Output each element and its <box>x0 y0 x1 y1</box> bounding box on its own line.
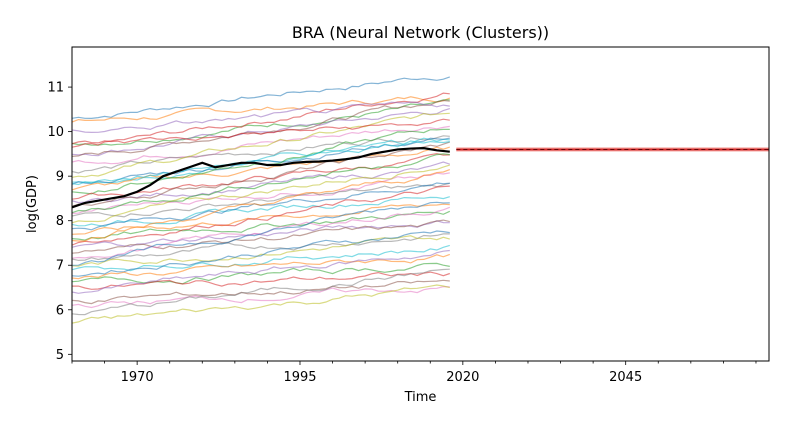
background-series-line <box>72 112 450 178</box>
background-series-line <box>72 125 450 165</box>
background-series-line <box>72 135 450 174</box>
background-series-line <box>72 279 450 305</box>
plot-frame <box>71 46 770 362</box>
x-tick-label: 2045 <box>609 370 642 385</box>
x-tick-label: 2020 <box>446 370 479 385</box>
background-series-line <box>72 153 450 214</box>
background-series-group <box>72 76 451 324</box>
background-series-line <box>72 99 450 146</box>
background-series-line <box>72 96 451 123</box>
y-tick-label: 10 <box>47 125 64 140</box>
forecast-group <box>456 147 769 152</box>
background-series-line <box>72 271 450 290</box>
chart-title: BRA (Neural Network (Clusters)) <box>292 23 549 42</box>
x-axis-label: Time <box>404 390 437 405</box>
background-series-line <box>72 262 450 285</box>
background-series-line <box>72 268 450 316</box>
y-tick-label: 9 <box>56 170 64 185</box>
background-series-line <box>72 101 450 134</box>
y-axis: 5 6 7 8 9 10 11 <box>47 81 72 363</box>
y-tick-label: 7 <box>56 259 64 274</box>
background-series-line <box>72 253 451 280</box>
target-group <box>72 147 450 209</box>
background-series-line <box>72 201 450 266</box>
background-series-line <box>72 196 450 228</box>
background-series-line <box>72 284 450 324</box>
background-series-line <box>72 210 451 241</box>
x-axis: 1970 1995 2020 2045 <box>71 361 757 385</box>
plot-area <box>72 76 769 324</box>
background-series-line <box>72 244 450 272</box>
y-tick-label: 11 <box>47 81 64 96</box>
background-series-line <box>72 182 450 231</box>
target-series-line <box>72 147 450 209</box>
y-tick-label: 6 <box>56 303 64 318</box>
background-series-line <box>72 249 450 294</box>
background-series-line <box>72 233 450 262</box>
y-tick-label: 8 <box>56 214 64 229</box>
background-series-line <box>72 219 450 254</box>
y-tick-label: 5 <box>56 348 64 363</box>
background-series-line <box>72 286 450 309</box>
background-series-line <box>72 164 450 224</box>
background-series-line <box>72 92 450 148</box>
y-axis-label: log(GDP) <box>25 175 40 233</box>
background-series-line <box>72 185 450 246</box>
x-tick-label: 1995 <box>283 370 316 385</box>
background-series-line <box>72 118 450 145</box>
background-series-line <box>72 140 450 186</box>
background-series-line <box>72 230 450 277</box>
background-series-line <box>72 182 450 218</box>
background-series-line <box>72 172 450 214</box>
background-series-line <box>72 169 451 242</box>
background-series-line <box>72 141 450 207</box>
background-series-line <box>72 76 451 120</box>
background-series-line <box>72 108 450 157</box>
x-tick-label: 1970 <box>121 370 154 385</box>
